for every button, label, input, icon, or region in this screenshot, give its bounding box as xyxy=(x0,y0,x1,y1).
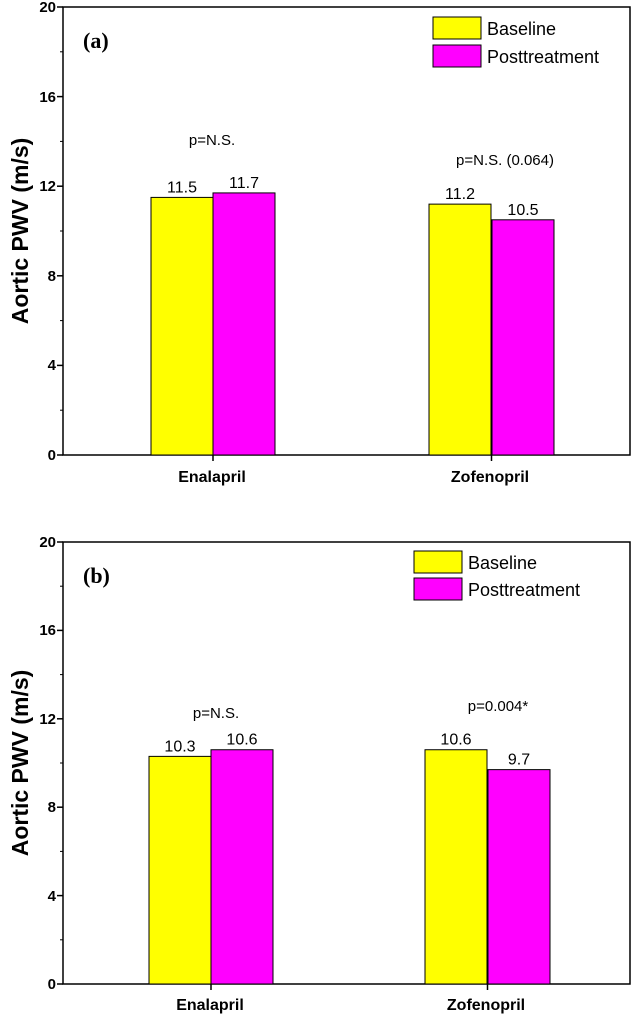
x-category-label: Enalapril xyxy=(178,469,246,486)
significance-annotation: p=N.S. (0.064) xyxy=(456,152,554,169)
y-tick-label: 8 xyxy=(48,268,56,285)
y-tick-label: 20 xyxy=(39,0,56,16)
y-tick-label: 12 xyxy=(39,178,56,195)
y-tick-label: 4 xyxy=(48,888,57,905)
legend: Baseline Posttreatment xyxy=(432,16,599,68)
data-label: 11.2 xyxy=(445,186,475,203)
bar-enalapril-baseline xyxy=(150,196,214,456)
bar-enalapril-posttreatment xyxy=(210,749,274,985)
data-label: 9.7 xyxy=(508,752,530,769)
y-axis-label: Aortic PWV (m/s) xyxy=(7,670,33,857)
legend-swatch-posttreatment xyxy=(413,577,463,601)
y-tick-label: 12 xyxy=(39,711,56,728)
y-tick-label: 16 xyxy=(39,622,56,639)
significance-annotation: p=0.004* xyxy=(468,698,529,715)
data-label: 10.6 xyxy=(440,732,471,749)
y-tick-label: 0 xyxy=(48,447,56,464)
x-category-label: Zofenopril xyxy=(447,997,525,1014)
x-category-label: Enalapril xyxy=(176,997,244,1014)
y-axis-label: Aortic PWV (m/s) xyxy=(7,138,33,325)
bar-zofenopril-baseline xyxy=(428,203,492,456)
legend-swatch-posttreatment xyxy=(432,44,482,68)
bar-zofenopril-baseline xyxy=(424,749,488,985)
y-tick-label: 0 xyxy=(48,976,56,993)
legend-label-posttreatment: Posttreatment xyxy=(487,47,599,67)
y-ticks: 0 4 8 12 16 20 xyxy=(39,0,56,464)
y-ticks: 0 4 8 12 16 20 xyxy=(39,534,56,993)
bar-zofenopril-posttreatment xyxy=(491,219,555,456)
significance-annotation: p=N.S. xyxy=(193,705,239,722)
legend-swatch-baseline xyxy=(432,16,482,40)
y-tick-label: 20 xyxy=(39,534,56,551)
bar-enalapril-posttreatment xyxy=(212,192,276,456)
bar-enalapril-baseline xyxy=(148,755,212,985)
chart-panel-a: Aortic PWV (m/s) (a) 0 4 8 12 16 20 11.5… xyxy=(7,0,631,486)
y-tick-label: 4 xyxy=(48,357,57,374)
chart-panel-b: Aortic PWV (m/s) (b) 0 4 8 12 16 20 10.3… xyxy=(7,534,631,1014)
x-category-label: Zofenopril xyxy=(451,469,529,486)
legend: Baseline Posttreatment xyxy=(413,550,580,601)
data-label: 10.6 xyxy=(226,732,257,749)
panel-label: (a) xyxy=(83,28,109,53)
y-tick-label: 8 xyxy=(48,799,56,816)
bar-zofenopril-posttreatment xyxy=(487,769,551,985)
panel-label: (b) xyxy=(83,563,110,588)
data-label: 11.5 xyxy=(167,179,197,196)
data-label: 11.7 xyxy=(229,175,259,192)
data-label: 10.3 xyxy=(164,738,195,755)
significance-annotation: p=N.S. xyxy=(189,132,235,149)
legend-label-posttreatment: Posttreatment xyxy=(468,580,580,600)
legend-label-baseline: Baseline xyxy=(468,553,537,573)
data-label: 10.5 xyxy=(507,202,538,219)
y-tick-label: 16 xyxy=(39,89,56,106)
legend-label-baseline: Baseline xyxy=(487,19,556,39)
legend-swatch-baseline xyxy=(413,550,463,574)
